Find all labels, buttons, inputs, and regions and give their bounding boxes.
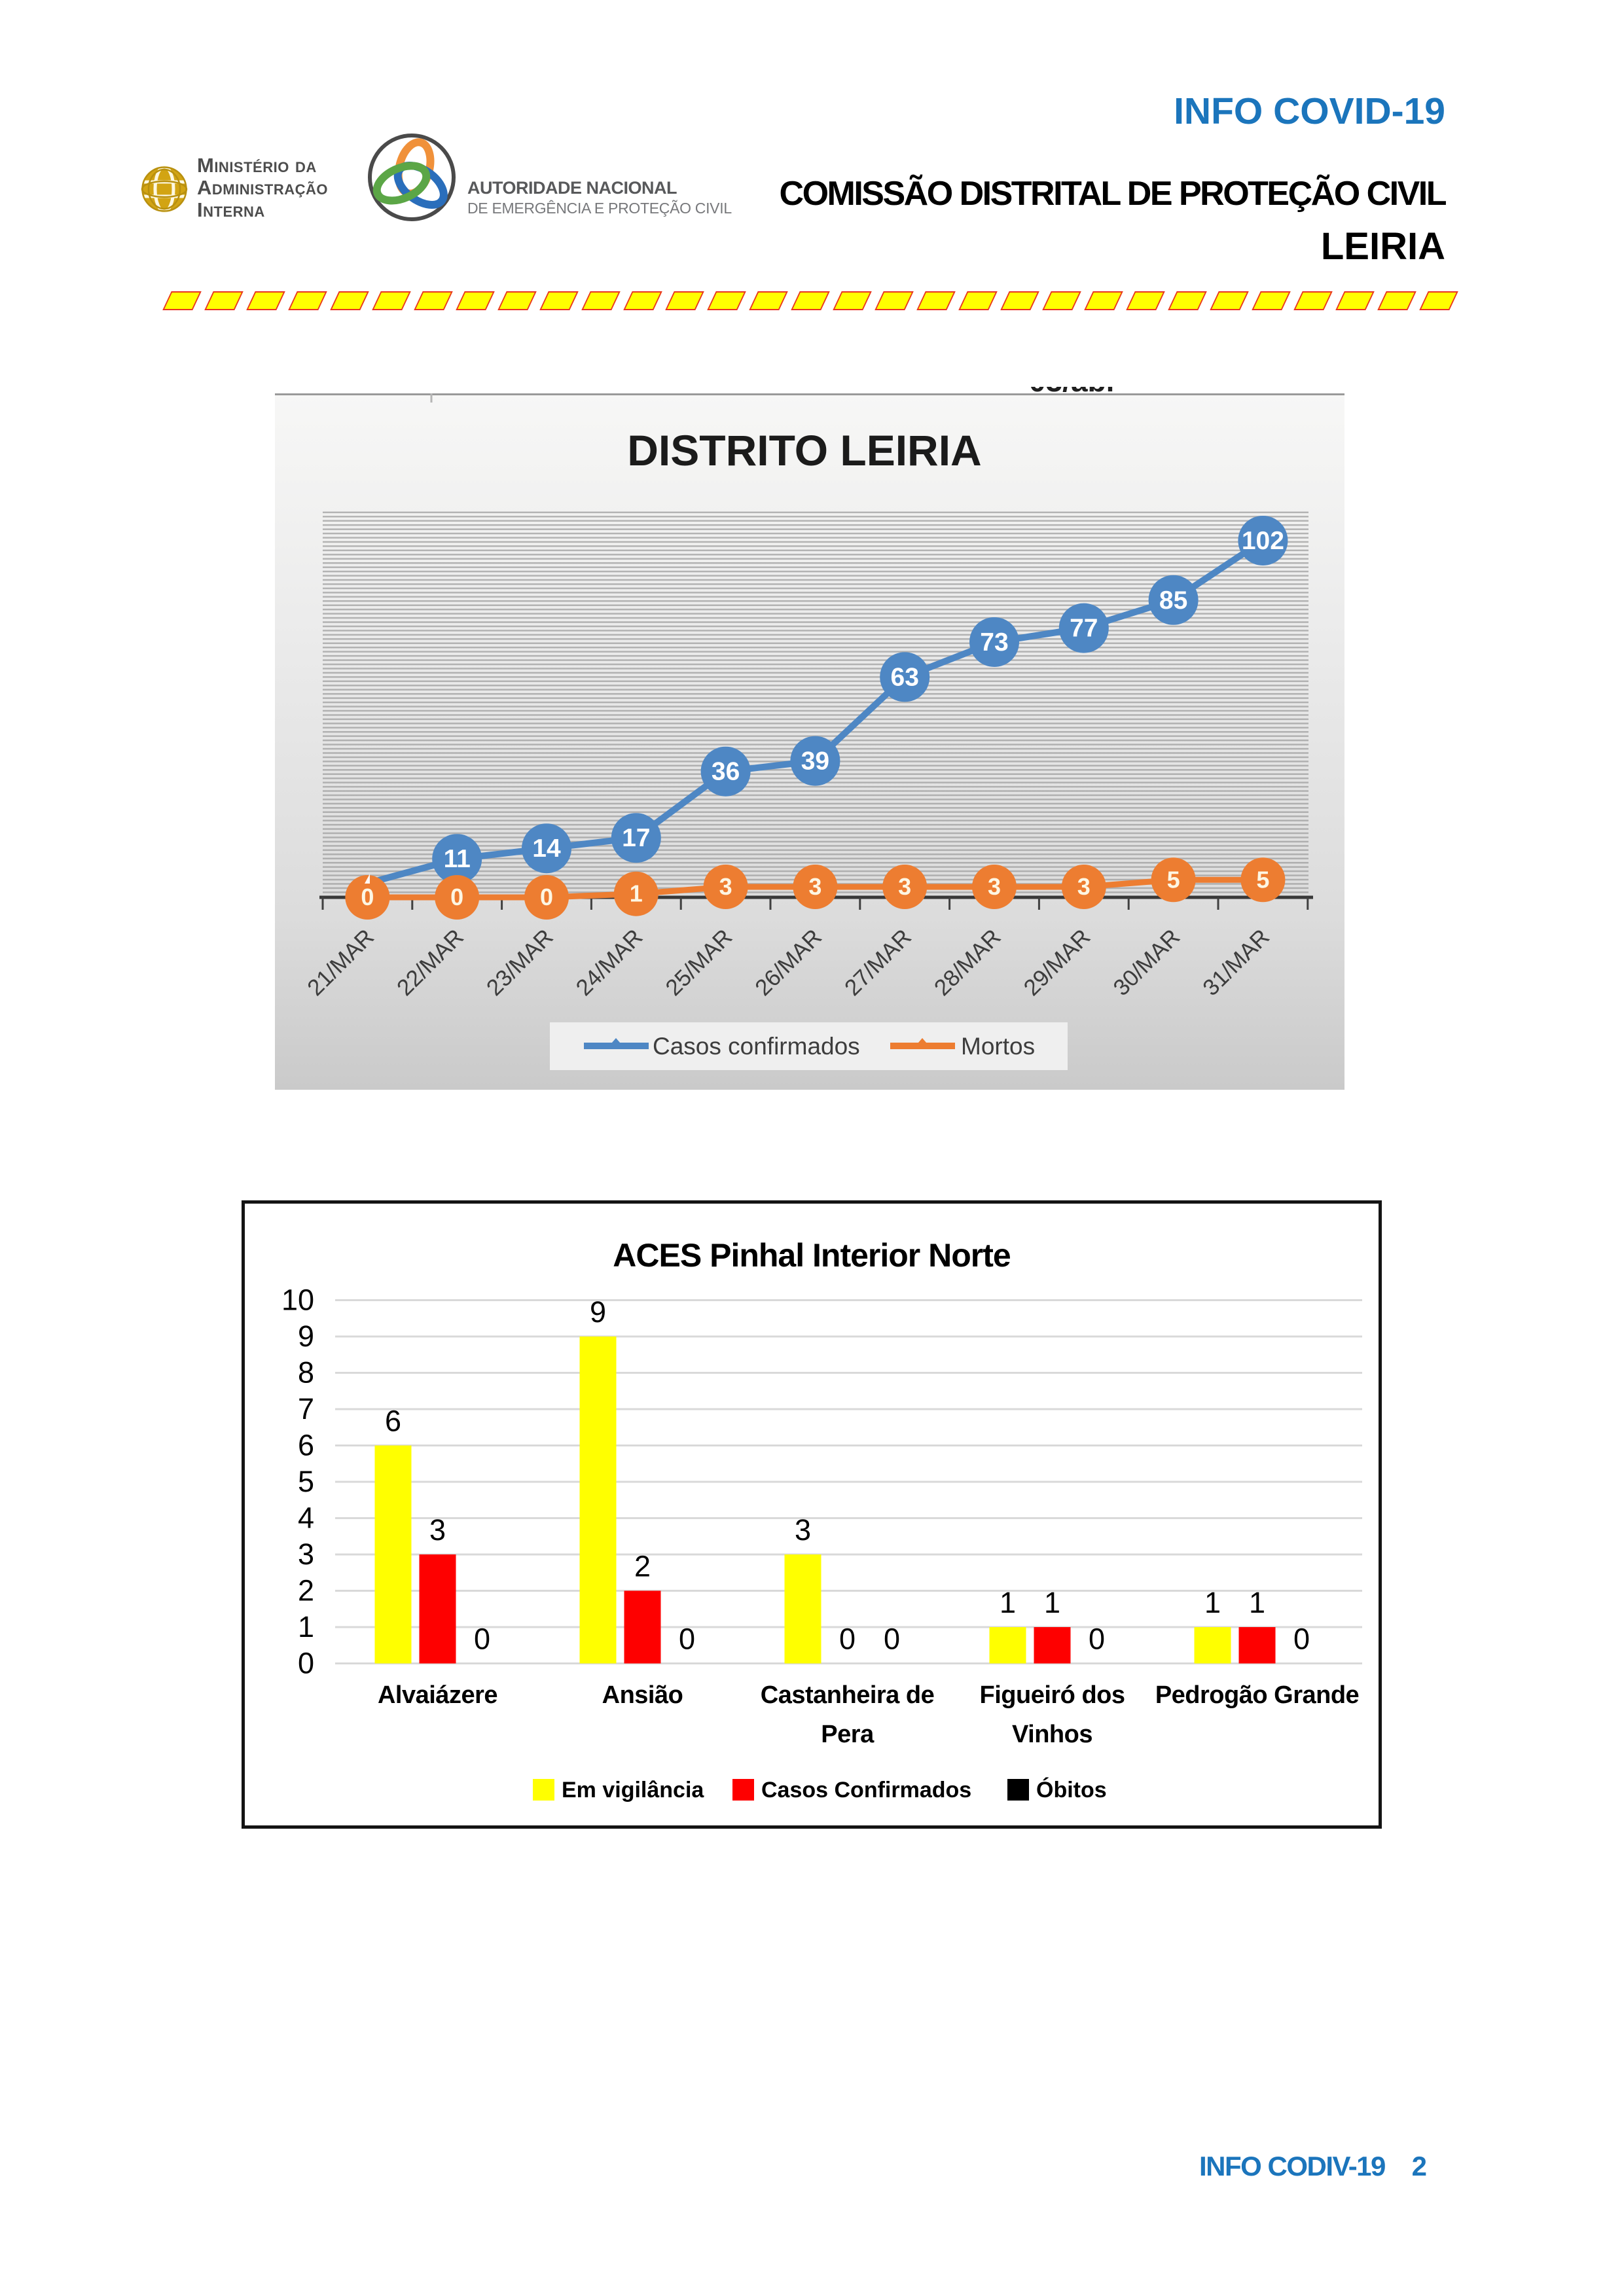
svg-text:39: 39 <box>801 747 829 776</box>
svg-text:1: 1 <box>298 1610 314 1643</box>
svg-text:9: 9 <box>298 1319 314 1353</box>
svg-text:10: 10 <box>281 1283 314 1317</box>
svg-text:9: 9 <box>590 1295 606 1329</box>
svg-text:102: 102 <box>1242 527 1284 555</box>
svg-text:8: 8 <box>298 1356 314 1390</box>
svg-text:0: 0 <box>540 884 553 910</box>
svg-text:2: 2 <box>298 1574 314 1607</box>
svg-text:Óbitos: Óbitos <box>1036 1778 1107 1803</box>
svg-text:3: 3 <box>298 1537 314 1571</box>
svg-text:0: 0 <box>1293 1623 1310 1656</box>
svg-text:Pera: Pera <box>821 1721 875 1748</box>
svg-text:Alvaiázere: Alvaiázere <box>378 1681 497 1709</box>
svg-text:Pedrogão Grande: Pedrogão Grande <box>1155 1681 1359 1709</box>
svg-text:6: 6 <box>385 1405 401 1438</box>
svg-text:Figueiró dos: Figueiró dos <box>980 1681 1125 1709</box>
svg-text:1: 1 <box>630 880 643 907</box>
svg-text:Mortos: Mortos <box>961 1033 1035 1060</box>
svg-text:5: 5 <box>298 1465 314 1498</box>
svg-text:7: 7 <box>298 1392 314 1426</box>
svg-text:2: 2 <box>634 1550 651 1583</box>
svg-text:Ansião: Ansião <box>602 1681 683 1709</box>
svg-text:14: 14 <box>532 834 561 863</box>
svg-text:Castanheira de: Castanheira de <box>761 1681 934 1709</box>
svg-text:3: 3 <box>1077 873 1091 900</box>
svg-text:11: 11 <box>444 845 471 873</box>
svg-text:4: 4 <box>298 1501 314 1535</box>
svg-text:0: 0 <box>679 1623 695 1656</box>
svg-text:0: 0 <box>361 884 374 910</box>
svg-text:0: 0 <box>298 1647 314 1680</box>
svg-text:3: 3 <box>898 873 911 900</box>
svg-text:3: 3 <box>808 873 821 900</box>
svg-text:5: 5 <box>1256 866 1269 893</box>
svg-text:Casos Confirmados: Casos Confirmados <box>761 1778 971 1803</box>
svg-text:0: 0 <box>839 1623 856 1656</box>
svg-text:1: 1 <box>1000 1586 1016 1619</box>
svg-text:73: 73 <box>980 628 1008 656</box>
svg-text:Em vigilância: Em vigilância <box>562 1778 704 1803</box>
svg-text:6: 6 <box>298 1429 314 1462</box>
svg-text:1: 1 <box>1249 1586 1265 1619</box>
svg-text:63: 63 <box>891 663 919 691</box>
svg-text:DISTRITO LEIRIA: DISTRITO LEIRIA <box>627 426 981 475</box>
svg-text:0: 0 <box>474 1623 490 1656</box>
svg-text:36: 36 <box>712 758 740 786</box>
svg-text:ACES Pinhal Interior Norte: ACES Pinhal Interior Norte <box>613 1237 1011 1274</box>
svg-text:3: 3 <box>719 873 732 900</box>
svg-text:Vinhos: Vinhos <box>1012 1721 1092 1748</box>
svg-text:Casos confirmados: Casos confirmados <box>653 1033 860 1060</box>
svg-text:85: 85 <box>1159 586 1187 615</box>
svg-text:0: 0 <box>450 884 463 910</box>
svg-text:3: 3 <box>429 1513 446 1547</box>
svg-text:0: 0 <box>884 1623 900 1656</box>
svg-text:1: 1 <box>1204 1586 1221 1619</box>
svg-text:77: 77 <box>1070 615 1098 643</box>
svg-text:17: 17 <box>622 824 650 852</box>
svg-text:5: 5 <box>1167 866 1180 893</box>
svg-text:3: 3 <box>795 1513 811 1547</box>
svg-text:0: 0 <box>1089 1623 1105 1656</box>
svg-text:3: 3 <box>988 873 1001 900</box>
svg-text:1: 1 <box>1044 1586 1060 1619</box>
